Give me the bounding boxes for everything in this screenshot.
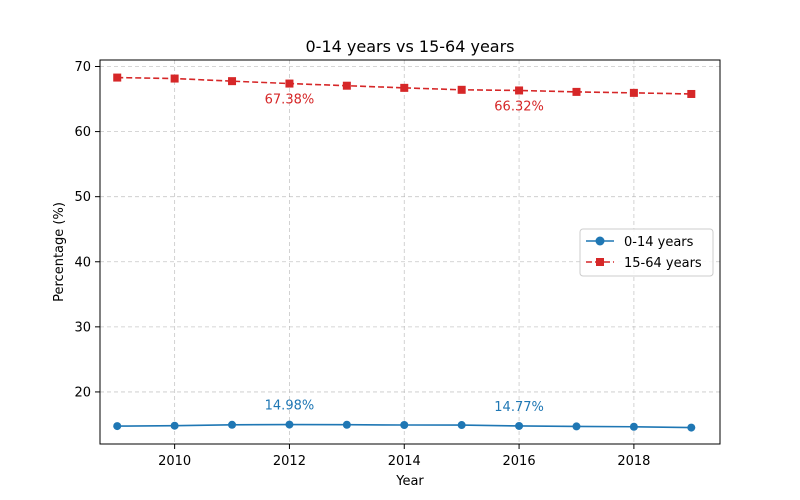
data-label: 67.38% [265, 93, 315, 108]
data-point [629, 422, 638, 431]
data-point [572, 422, 581, 431]
annotations: 14.98% 14.77% 67.38% 66.32% [265, 93, 544, 415]
x-tick-label: 2010 [158, 454, 191, 469]
data-point [400, 83, 409, 92]
data-point [228, 77, 237, 86]
data-point [687, 423, 696, 432]
series-0 [113, 420, 696, 432]
data-point [400, 420, 409, 429]
plot-frame [99, 59, 721, 445]
series-1 [113, 73, 696, 98]
legend-marker-1 [596, 258, 604, 266]
y-tick-label: 40 [74, 255, 91, 270]
data-label: 66.32% [494, 99, 544, 114]
y-tick-label: 70 [74, 60, 91, 75]
x-axis: 2010 2012 2014 2016 2018 [158, 444, 650, 469]
legend-entry-0: 0-14 years [624, 235, 694, 250]
data-label: 14.98% [265, 399, 315, 414]
series-line-1 [117, 76, 692, 95]
legend-marker-0 [595, 236, 605, 246]
data-point [515, 86, 524, 95]
y-tick-label: 20 [74, 385, 91, 400]
data-point [228, 420, 237, 429]
x-tick-label: 2018 [617, 454, 650, 469]
data-point [629, 88, 638, 97]
data-point [113, 422, 122, 431]
data-point [342, 81, 351, 90]
y-axis: 20 30 40 50 60 70 [74, 60, 100, 400]
data-point [687, 89, 696, 98]
data-point [457, 85, 466, 94]
data-point [113, 73, 122, 82]
data-point [285, 79, 294, 88]
y-axis-label: Percentage (%) [52, 202, 67, 302]
x-tick-label: 2016 [503, 454, 536, 469]
x-tick-label: 2014 [388, 454, 421, 469]
data-point [457, 421, 466, 430]
y-tick-label: 50 [74, 190, 91, 205]
data-point [515, 421, 524, 430]
data-point [170, 421, 179, 430]
data-point [342, 420, 351, 429]
legend-entry-1: 15-64 years [624, 256, 702, 271]
y-tick-label: 60 [74, 125, 91, 140]
x-tick-label: 2012 [273, 454, 306, 469]
data-point [170, 74, 179, 83]
series [113, 73, 696, 432]
data-label: 14.77% [494, 400, 544, 415]
legend: 0-14 years 15-64 years [579, 228, 714, 277]
data-point [285, 420, 294, 429]
y-tick-label: 30 [74, 320, 91, 335]
data-point [572, 87, 581, 96]
chart-title: 0-14 years vs 15-64 years [305, 37, 514, 56]
x-axis-label: Year [395, 474, 424, 489]
